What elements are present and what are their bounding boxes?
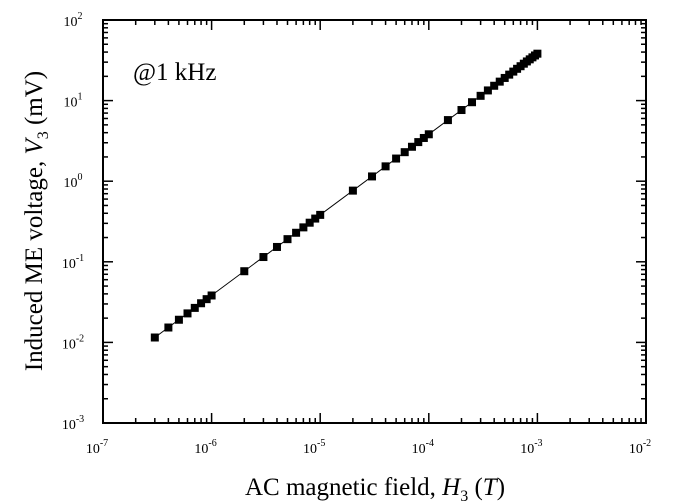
x-tick-label: 10-2 xyxy=(629,438,651,457)
data-point xyxy=(283,235,292,244)
data-point xyxy=(190,303,199,312)
data-point xyxy=(505,70,514,79)
x-tick-label: 10-3 xyxy=(520,438,542,457)
x-tick-label: 10-6 xyxy=(194,438,216,457)
data-point xyxy=(495,77,504,86)
y-tick-label: 101 xyxy=(64,92,83,111)
data-point xyxy=(407,142,416,151)
data-point xyxy=(311,214,320,223)
data-point xyxy=(457,106,466,115)
data-point xyxy=(443,116,452,125)
y-tick-label: 100 xyxy=(64,172,83,191)
data-point xyxy=(483,86,492,95)
data-point xyxy=(468,98,477,107)
data-point xyxy=(272,242,281,251)
y-tick-label: 10-3 xyxy=(62,414,84,433)
data-point xyxy=(476,91,485,100)
data-point xyxy=(197,299,206,308)
x-tick-label: 10-5 xyxy=(303,438,325,457)
data-point xyxy=(150,333,159,342)
data-point xyxy=(381,162,390,171)
data-point xyxy=(533,49,542,58)
data-point xyxy=(240,267,249,276)
data-point xyxy=(259,253,268,262)
data-point xyxy=(419,133,428,142)
data-point xyxy=(299,223,308,232)
data-point xyxy=(207,291,216,300)
plot-frame xyxy=(102,19,647,424)
x-tick-label: 10-7 xyxy=(86,438,108,457)
y-tick-label: 10-1 xyxy=(62,253,84,272)
y-tick-label: 10-2 xyxy=(62,333,84,352)
data-point xyxy=(292,228,301,237)
data-point xyxy=(424,130,433,139)
data-point xyxy=(368,172,377,181)
annotation-frequency: @1 kHz xyxy=(133,59,216,86)
data-point xyxy=(174,315,183,324)
axis-ticks xyxy=(102,20,646,424)
data-point xyxy=(305,218,314,227)
y-axis-title: Induced ME voltage, V3 (mV) xyxy=(21,71,52,371)
data-point xyxy=(490,81,499,90)
data-point xyxy=(316,210,325,219)
data-point xyxy=(183,309,192,318)
x-axis-title: AC magnetic field, H3 (T) xyxy=(245,474,505,504)
data-point xyxy=(348,186,357,195)
data-point xyxy=(414,138,423,147)
data-point xyxy=(500,73,509,82)
y-tick-label: 102 xyxy=(64,11,83,30)
data-point xyxy=(164,323,173,332)
x-tick-label: 10-4 xyxy=(412,438,434,457)
tick-labels: 10-7 10-6 10-5 10-4 10-3 10-2 10-3 10-2 10-1 100 1… xyxy=(62,11,651,457)
data-point xyxy=(400,148,409,157)
data-point xyxy=(392,154,401,163)
data-point xyxy=(202,295,211,304)
data-points xyxy=(150,49,542,342)
